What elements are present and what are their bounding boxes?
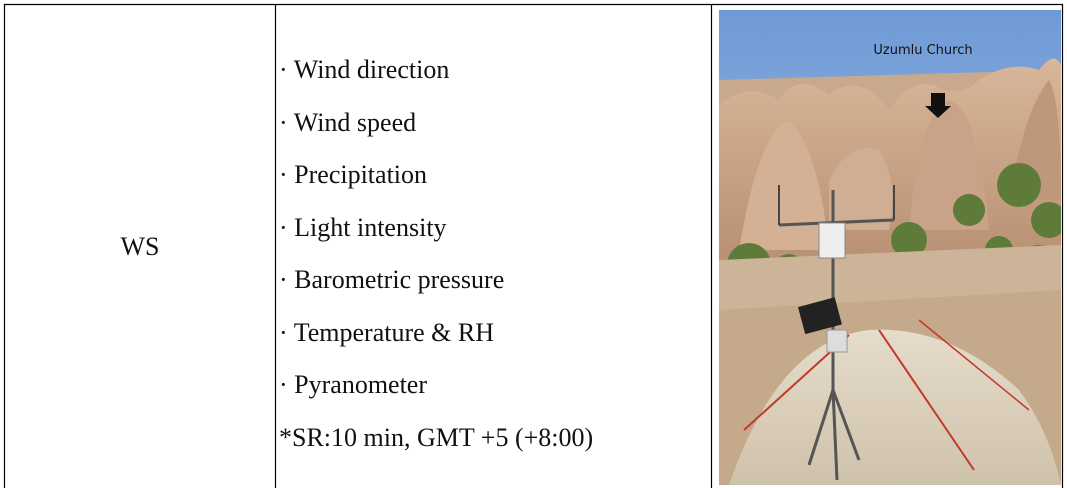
note: *SR:10 min, GMT +5 (+8:00)	[279, 422, 594, 452]
list-item: · Temperature & RH	[279, 317, 495, 347]
list-item: · Pyranometer	[279, 370, 428, 399]
list-item: · Light intensity	[279, 212, 447, 242]
list-item: · Wind direction	[279, 55, 450, 84]
station-photo: Uzumlu Church	[719, 10, 1061, 485]
list-item: · Wind speed	[279, 107, 417, 137]
measurement-list: · Wind direction · Wind speed · Precipit…	[279, 44, 593, 464]
list-item: · Precipitation	[279, 160, 428, 189]
row-label: WS	[120, 231, 160, 261]
photo-label: Uzumlu Church	[873, 43, 972, 58]
list-item: · Barometric pressure	[279, 265, 505, 294]
